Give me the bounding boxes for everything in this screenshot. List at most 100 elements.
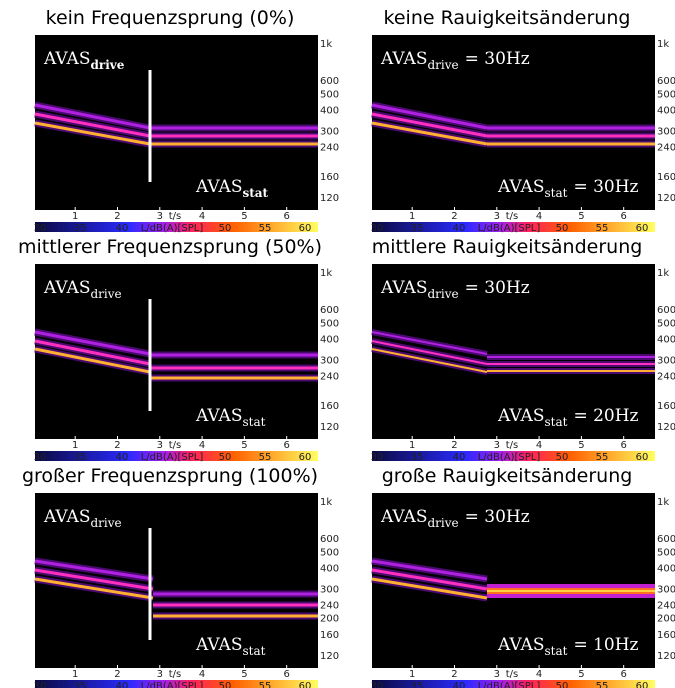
x-unit: t/s [506, 440, 519, 451]
x-tick-label: 6 [283, 440, 289, 451]
x-tick-label: 6 [620, 211, 626, 222]
colorbar-unit: L/dB(A)[SPL] [141, 681, 204, 688]
x-tick-label: 4 [199, 211, 205, 222]
y-tick-label: 240 [657, 601, 675, 612]
panel-title: großer Frequenzsprung (100%) [22, 465, 318, 487]
y-tick-label: 120 [657, 651, 675, 662]
annotation-suffix: = 30Hz [465, 278, 530, 298]
trace [34, 347, 151, 374]
x-tick-label: 1 [409, 440, 415, 451]
band [487, 590, 655, 592]
annotation-sub: drive [90, 58, 124, 72]
y-tick-label: 1k [657, 497, 669, 508]
panel-title: mittlere Rauigkeitsänderung [372, 236, 643, 258]
annotation-base: AVAS [380, 49, 427, 69]
colorbar [372, 680, 655, 688]
trace [34, 112, 151, 138]
colorbar [35, 680, 318, 688]
y-tick-label: 500 [657, 318, 675, 329]
y-tick-label: 160 [320, 401, 339, 412]
annotation-suffix: = 30Hz [573, 177, 638, 197]
colorbar-label: 40 [116, 681, 129, 688]
annotation-base: AVAS [43, 49, 90, 69]
colorbar-label: 40 [453, 681, 466, 688]
trace [371, 559, 488, 581]
x-unit: t/s [169, 669, 182, 680]
colorbar-label: 50 [556, 452, 569, 463]
x-tick-label: 1 [72, 211, 78, 222]
annotation-sub: stat [544, 644, 567, 658]
y-tick-label: 600 [320, 305, 339, 316]
annotation: AVASdrive [43, 49, 125, 72]
x-tick-label: 4 [199, 669, 205, 680]
trace [34, 568, 154, 591]
x-unit: t/s [506, 669, 519, 680]
annotation-sub: drive [427, 58, 458, 72]
annotation-base: AVAS [43, 278, 90, 298]
annotation: AVASstat [195, 177, 269, 200]
colorbar [35, 222, 318, 232]
panel-title: keine Rauigkeitsänderung [384, 7, 631, 29]
y-tick-label: 160 [320, 172, 339, 183]
trace [34, 339, 151, 366]
y-tick-label: 300 [657, 126, 675, 137]
y-tick-label: 300 [320, 355, 339, 366]
x-tick-label: 6 [620, 440, 626, 451]
y-tick-label: 1k [320, 39, 332, 50]
annotation-sub: drive [90, 516, 121, 530]
colorbar-label: 55 [596, 681, 609, 688]
annotation-base: AVAS [497, 177, 544, 197]
colorbar-label: 55 [596, 452, 609, 463]
x-unit: t/s [169, 211, 182, 222]
colorbar-label: 60 [299, 223, 312, 234]
y-tick-label: 120 [657, 193, 675, 204]
y-tick-label: 1k [657, 39, 669, 50]
trace [371, 103, 488, 130]
trace [371, 340, 488, 365]
panel-title: große Rauigkeitsänderung [382, 465, 633, 487]
y-tick-label: 300 [657, 355, 675, 366]
colorbar-label: 30 [34, 452, 47, 463]
annotation: AVASdrive [43, 278, 122, 301]
y-tick-label: 400 [657, 563, 675, 574]
annotation-suffix: = 10Hz [573, 635, 638, 655]
x-tick-label: 2 [114, 669, 120, 680]
trace [371, 348, 488, 373]
colorbar-label: 50 [219, 452, 232, 463]
colorbar-unit: L/dB(A)[SPL] [141, 452, 204, 463]
annotation-sub: drive [427, 287, 458, 301]
y-tick-label: 1k [657, 268, 669, 279]
x-tick-label: 6 [283, 211, 289, 222]
x-tick-label: 5 [578, 211, 584, 222]
annotation-base: AVAS [497, 635, 544, 655]
y-tick-label: 240 [320, 601, 339, 612]
colorbar-unit: L/dB(A)[SPL] [478, 452, 541, 463]
x-tick-label: 5 [578, 669, 584, 680]
y-tick-label: 500 [320, 547, 339, 558]
colorbar-label: 55 [259, 681, 272, 688]
annotation: AVASstat = 20Hz [497, 406, 639, 429]
y-tick-label: 160 [657, 172, 675, 183]
colorbar-label: 30 [34, 223, 47, 234]
x-tick-label: 5 [578, 440, 584, 451]
colorbar-label: 60 [299, 681, 312, 688]
colorbar-label: 30 [371, 452, 384, 463]
y-tick-label: 160 [657, 401, 675, 412]
annotation-suffix: = 20Hz [573, 406, 638, 426]
y-tick-label: 240 [320, 143, 339, 154]
y-tick-label: 1k [320, 497, 332, 508]
x-tick-label: 1 [409, 211, 415, 222]
x-tick-label: 2 [114, 211, 120, 222]
x-tick-label: 3 [157, 440, 163, 451]
annotation-base: AVAS [195, 177, 242, 197]
trace [371, 112, 488, 138]
panel-title: kein Frequenzsprung (0%) [46, 7, 295, 29]
annotation-sub: stat [242, 644, 265, 658]
colorbar-label: 50 [556, 681, 569, 688]
annotation-base: AVAS [380, 278, 427, 298]
annotation: AVASstat [195, 635, 266, 658]
x-tick-label: 1 [409, 669, 415, 680]
y-tick-label: 600 [320, 76, 339, 87]
annotation-base: AVAS [195, 406, 242, 426]
